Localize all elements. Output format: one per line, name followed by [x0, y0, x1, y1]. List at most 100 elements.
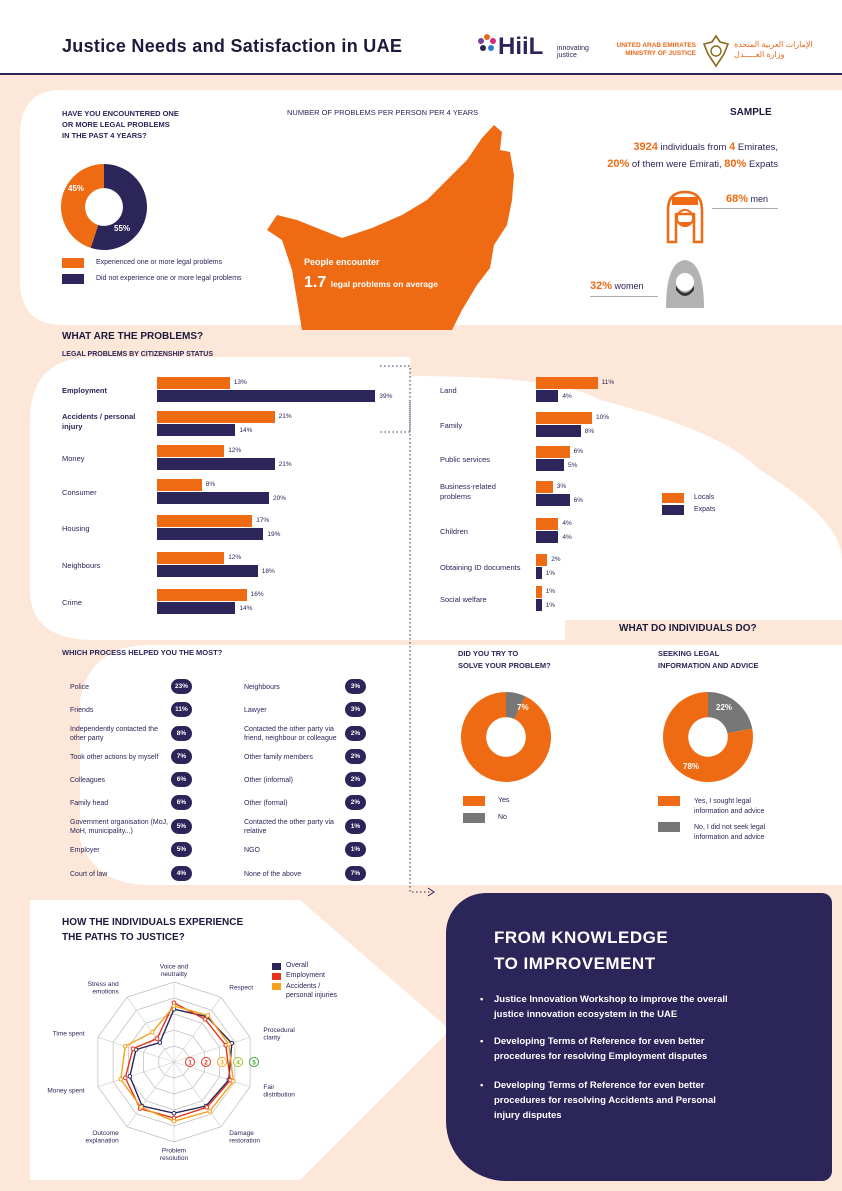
bar-expats	[536, 390, 559, 402]
bar-expats	[157, 458, 275, 470]
problem-category-label: Housing	[62, 524, 90, 533]
radar-axis-line	[97, 1061, 175, 1088]
radar-axis-line	[173, 1036, 251, 1063]
process-item-value: 8%	[171, 726, 192, 741]
process-item-value: 11%	[171, 702, 192, 717]
bar-expats	[536, 494, 570, 506]
radar-point	[207, 1108, 213, 1114]
radar-scale-marker	[217, 1057, 227, 1067]
bar-locals	[536, 481, 553, 493]
solve-question: DID YOU TRY TO SOLVE YOUR PROBLEM?	[458, 649, 551, 670]
advice-question: SEEKING LEGAL INFORMATION AND ADVICE	[658, 649, 759, 670]
bar-locals	[536, 446, 570, 458]
bar-expats-value: 6%	[573, 497, 583, 504]
bar-locals-value: 1%	[545, 588, 555, 595]
paths-title: HOW THE INDIVIDUALS EXPERIENCE THE PATHS …	[62, 917, 244, 943]
bar-expats-value: 8%	[584, 428, 595, 435]
radar-series-line	[124, 1001, 232, 1119]
sample-expat-pct: 80%	[724, 158, 747, 170]
radar-point	[150, 1029, 155, 1035]
process-item-label: NGO	[244, 847, 260, 854]
process-item-label: Other (informal)	[244, 777, 294, 784]
sample-title: SAMPLE	[730, 107, 772, 118]
advice-legend-swatch-yes	[658, 796, 680, 806]
bar-expats-value: 14%	[239, 427, 253, 434]
bar-locals	[536, 377, 598, 389]
process-item-label: Other family members	[244, 754, 313, 761]
radar-scale-marker	[249, 1057, 259, 1067]
encounter-question: HAVE YOU ENCOUNTERED ONE OR MORE LEGAL PR…	[62, 109, 179, 140]
process-item-value: 5%	[171, 819, 192, 834]
radar-point	[202, 1016, 208, 1022]
bar-locals	[536, 518, 559, 530]
bar-expats	[157, 390, 376, 402]
knowledge-bullet-1: Justice Innovation Workshop to improve t…	[480, 992, 780, 1022]
knowledge-title: FROM KNOWLEDGE TO IMPROVEMENT	[494, 928, 669, 973]
bar-expats-value: 19%	[267, 531, 281, 538]
solve-legend-no: No	[498, 814, 507, 821]
problems-title: WHAT ARE THE PROBLEMS?	[62, 331, 204, 342]
moj-name-ar: الإمارات العربية المتحدة وزارة العـــــدل	[734, 40, 813, 59]
woman-icon	[666, 260, 704, 308]
bar-expats	[157, 565, 258, 577]
radar-axis-line	[173, 997, 222, 1063]
bar-locals-value: 6%	[573, 448, 583, 455]
problem-category-label: Land	[440, 386, 457, 395]
radar-axis-label: Damage restoration	[229, 1130, 260, 1145]
bar-locals-value: 12%	[228, 447, 242, 454]
man-icon	[666, 190, 704, 244]
process-item-value: 3%	[345, 679, 366, 694]
radar-axis-line	[173, 1061, 251, 1088]
per-person-line-2: legal problems on average	[330, 279, 438, 289]
sample-women-pct: 32%	[590, 280, 613, 292]
radar-point	[157, 1040, 163, 1045]
problem-category-label: Business-related problems	[440, 482, 496, 501]
problem-category-label: Consumer	[62, 488, 97, 497]
bar-expats-value: 1%	[545, 570, 555, 577]
process-item-value: 4%	[171, 866, 192, 881]
solve-donut-chart	[461, 692, 551, 782]
radar-scale-label: 5	[252, 1060, 256, 1067]
radar-point	[171, 1110, 177, 1116]
process-item-value: 6%	[171, 772, 192, 787]
header-bar	[0, 0, 842, 75]
bar-locals	[536, 554, 548, 566]
hiil-tagline: innovating justice	[557, 45, 589, 59]
problem-category-label: Family	[440, 421, 463, 430]
process-item-value: 6%	[171, 795, 192, 810]
advice-legend-yes: Yes, I sought legal information and advic…	[694, 798, 765, 815]
radar-point	[204, 1105, 210, 1110]
radar-axis-label: Respect	[229, 985, 253, 992]
knowledge-bullet-2: Developing Terms of Reference for even b…	[480, 1034, 780, 1064]
legend-label-yes: Experienced one or more legal problems	[96, 259, 223, 266]
legend-label-locals: Locals	[694, 494, 715, 501]
process-item-value: 2%	[345, 795, 366, 810]
bar-expats-value: 4%	[562, 534, 572, 541]
radar-axis-label: Fair distribution	[263, 1084, 295, 1099]
bar-expats-value: 39%	[379, 393, 393, 400]
bar-locals-value: 8%	[205, 481, 216, 488]
bar-locals	[536, 586, 542, 598]
advice-yes-pct: 78%	[683, 762, 700, 771]
paths-radar-chart: 1 2 3 4 5 Voice and neutrality Respect Procedura…	[47, 964, 295, 1163]
bar-locals-value: 11%	[601, 379, 615, 386]
bar-expats	[536, 425, 581, 437]
uae-map	[267, 125, 514, 330]
bar-expats-value: 21%	[278, 461, 292, 468]
process-item-value: 23%	[171, 679, 192, 694]
bar-locals	[157, 552, 225, 564]
problem-category-label: Employment	[62, 386, 108, 395]
per-person-title: NUMBER OF PROBLEMS PER PERSON PER 4 YEAR…	[287, 108, 479, 117]
radar-axis-line	[126, 1061, 175, 1127]
process-item-label: Court of law	[70, 871, 108, 878]
process-item-label: Police	[70, 684, 90, 691]
radar-axis-label: Stress and emotions	[88, 981, 120, 996]
legend-swatch-yes	[62, 258, 84, 268]
problems-subtitle: LEGAL PROBLEMS BY CITIZENSHIP STATUS	[62, 351, 214, 358]
legend-swatch-no	[62, 274, 84, 284]
process-item-value: 2%	[345, 726, 366, 741]
bar-expats-value: 4%	[562, 393, 572, 400]
dotted-connector	[380, 365, 435, 897]
process-title: WHICH PROCESS HELPED YOU THE MOST?	[62, 648, 223, 657]
bar-expats-value: 14%	[239, 605, 253, 612]
